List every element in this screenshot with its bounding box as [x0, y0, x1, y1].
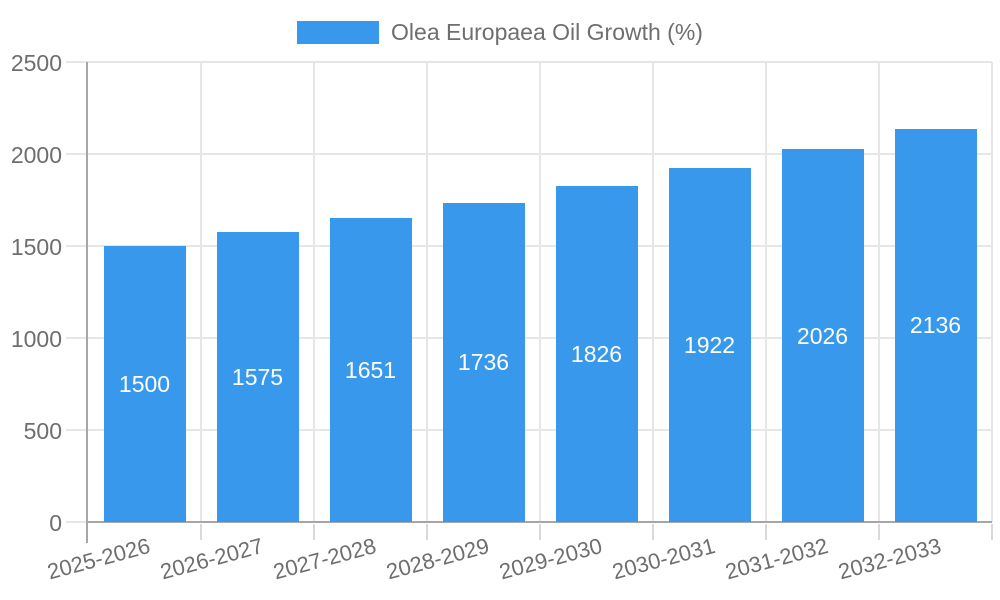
bar-2026-2027[interactable]: [216, 232, 299, 522]
x-gridline: [652, 62, 654, 522]
x-axis-label: 2026-2027: [157, 533, 266, 585]
bar-2030-2031[interactable]: [668, 168, 751, 522]
y-tick-label: 500: [23, 418, 62, 444]
bar-2028-2029[interactable]: [442, 202, 525, 522]
y-tick-label: 1500: [10, 234, 62, 260]
y-gridline: [66, 153, 992, 155]
bar-2025-2026[interactable]: [103, 246, 186, 522]
legend-label: Olea Europaea Oil Growth (%): [391, 19, 703, 45]
x-axis-tick: [200, 524, 202, 540]
y-tick-label: 1000: [10, 326, 62, 352]
x-axis-label: 2027-2028: [270, 533, 379, 585]
y-gridline: [66, 521, 88, 523]
x-gridline: [765, 62, 767, 522]
legend-swatch: [297, 21, 380, 44]
x-axis-label: 2025-2026: [44, 533, 153, 585]
y-tick-label: 2500: [10, 50, 62, 76]
x-gridline: [313, 62, 315, 522]
x-gridline: [200, 62, 202, 522]
x-axis-tick: [878, 524, 880, 540]
x-axis-label: 2028-2029: [383, 533, 492, 585]
x-axis-label: 2032-2033: [835, 533, 944, 585]
x-axis-tick: [765, 524, 767, 540]
y-gridline: [66, 61, 992, 63]
x-gridline: [539, 62, 541, 522]
x-axis-tick: [539, 524, 541, 540]
y-gridline: [66, 429, 992, 431]
x-axis-label: 2030-2031: [609, 533, 718, 585]
x-gridline: [878, 62, 880, 522]
x-gridline: [991, 62, 993, 522]
y-gridline: [66, 337, 992, 339]
x-axis-line: [86, 521, 992, 523]
x-axis-label: 2029-2030: [496, 533, 605, 585]
x-axis-tick: [652, 524, 654, 540]
bar-2027-2028[interactable]: [329, 218, 412, 522]
x-axis-tick: [313, 524, 315, 540]
x-axis-tick: [426, 524, 428, 540]
x-axis-label: 2031-2032: [722, 533, 831, 585]
y-tick-label: 2000: [10, 142, 62, 168]
y-axis-line: [86, 62, 88, 543]
x-gridline: [426, 62, 428, 522]
y-gridline: [66, 245, 992, 247]
y-tick-label: 0: [49, 510, 62, 536]
bar-2031-2032[interactable]: [781, 149, 864, 522]
bar-2032-2033[interactable]: [894, 128, 977, 522]
bar-2029-2030[interactable]: [555, 186, 638, 522]
x-axis-tick: [991, 524, 993, 540]
legend-item[interactable]: Olea Europaea Oil Growth (%): [0, 19, 1000, 46]
